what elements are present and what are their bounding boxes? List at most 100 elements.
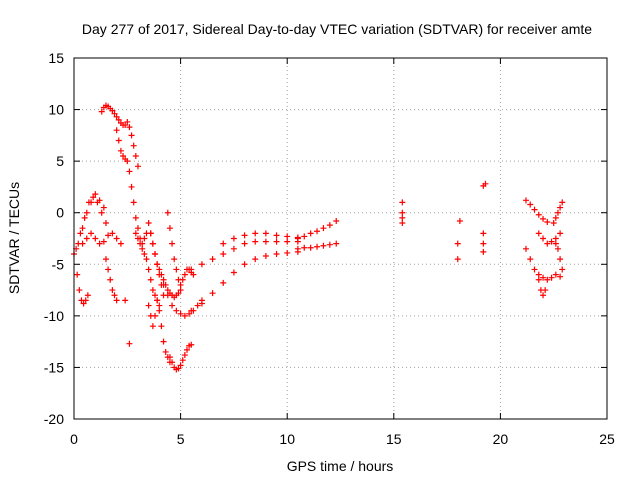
data-point-plus-marker [145,266,152,273]
data-point-plus-marker [128,183,135,190]
data-point-plus-marker [241,240,248,247]
data-point-plus-marker [181,352,188,359]
data-point-plus-marker [130,142,137,149]
data-point-plus-marker [399,209,406,216]
data-point-plus-marker [262,238,269,245]
data-point-plus-marker [188,307,195,314]
data-point-plus-marker [83,235,90,242]
data-point-plus-marker [241,232,248,239]
data-point-plus-marker [102,256,109,263]
data-point-plus-marker [115,137,122,144]
data-point-plus-marker [230,235,237,242]
data-point-plus-marker [139,245,146,252]
data-point-plus-marker [194,302,201,309]
data-point-plus-marker [84,292,91,299]
data-point-plus-marker [252,256,259,263]
data-point-plus-marker [145,302,152,309]
data-point-plus-marker [179,357,186,364]
data-point-plus-marker [535,211,542,218]
axis-ticks: 0 5 10 15 20 25 -20 -15 -10 -5 0 5 10 15 [44,50,615,447]
data-point-plus-marker [188,266,195,273]
data-point-plus-marker [158,323,165,330]
data-point-plus-marker [220,250,227,257]
data-point-plus-marker [557,204,564,211]
data-point-plus-marker [522,245,529,252]
data-point-plus-marker [399,199,406,206]
data-point-plus-marker [169,359,176,366]
y-tick-label: 15 [48,50,64,66]
data-point-plus-marker [158,271,165,278]
data-point-plus-marker [147,276,154,283]
data-point-plus-marker [156,307,163,314]
data-point-plus-marker [209,256,216,263]
data-point-plus-marker [109,107,116,114]
data-point-plus-marker [94,199,101,206]
y-tick-label: 0 [56,205,64,221]
chart-title: Day 277 of 2017, Sidereal Day-to-day VTE… [82,21,592,37]
data-point-plus-marker [124,118,131,125]
data-point-plus-marker [92,235,99,242]
data-point-plus-marker [540,215,547,222]
data-point-plus-marker [128,132,135,139]
data-point-plus-marker [134,225,141,232]
data-point-plus-marker [557,273,564,280]
data-point-plus-marker [548,238,555,245]
data-point-plus-marker [126,340,133,347]
data-point-plus-marker [113,297,120,304]
data-point-plus-marker [147,230,154,237]
data-point-plus-marker [171,256,178,263]
data-point-plus-marker [333,217,340,224]
data-point-plus-marker [80,300,87,307]
data-point-plus-marker [100,238,107,245]
data-point-plus-marker [141,250,148,257]
data-point-plus-marker [535,276,542,283]
data-point-plus-marker [190,271,197,278]
data-point-plus-marker [113,113,120,120]
data-point-plus-marker [241,261,248,268]
data-point-plus-marker [81,214,88,221]
data-point-plus-marker [120,152,127,159]
data-point-plus-marker [456,217,463,224]
data-point-plus-marker [557,256,564,263]
data-point-plus-marker [273,232,280,239]
data-point-plus-marker [284,249,291,256]
data-point-plus-marker [90,194,97,201]
data-point-plus-marker [552,214,559,221]
data-point-plus-marker [77,230,84,237]
data-point-plus-marker [307,230,314,237]
data-point-plus-marker [181,271,188,278]
data-point-plus-marker [480,230,487,237]
data-point-plus-marker [105,266,112,273]
data-point-plus-marker [552,235,559,242]
data-point-plus-marker [540,235,547,242]
data-point-plus-marker [102,220,109,227]
data-point-plus-marker [314,243,321,250]
data-point-plus-marker [252,238,259,245]
data-point-plus-marker [544,276,551,283]
data-point-plus-marker [307,244,314,251]
data-point-plus-marker [273,238,280,245]
data-point-plus-marker [175,365,182,372]
data-point-plus-marker [181,312,188,319]
data-point-plus-marker [76,287,83,294]
data-point-plus-marker [454,256,461,263]
data-point-plus-marker [179,276,186,283]
data-point-plus-marker [109,230,116,237]
x-axis-label: GPS time / hours [287,458,394,474]
data-point-plus-marker [122,122,129,129]
data-point-plus-marker [230,245,237,252]
data-point-plus-marker [301,233,308,240]
data-point-plus-marker [320,225,327,232]
data-point-plus-marker [109,287,116,294]
data-point-plus-marker [98,108,105,115]
x-tick-label: 0 [70,431,78,447]
data-point-plus-marker [164,287,171,294]
x-tick-label: 20 [493,431,509,447]
data-point-plus-marker [96,240,103,247]
data-point-plus-marker [198,300,205,307]
data-point-plus-marker [130,199,137,206]
data-point-plus-marker [111,110,118,117]
data-point-plus-marker [294,245,301,252]
data-point-plus-marker [113,235,120,242]
data-point-plus-marker [333,240,340,247]
